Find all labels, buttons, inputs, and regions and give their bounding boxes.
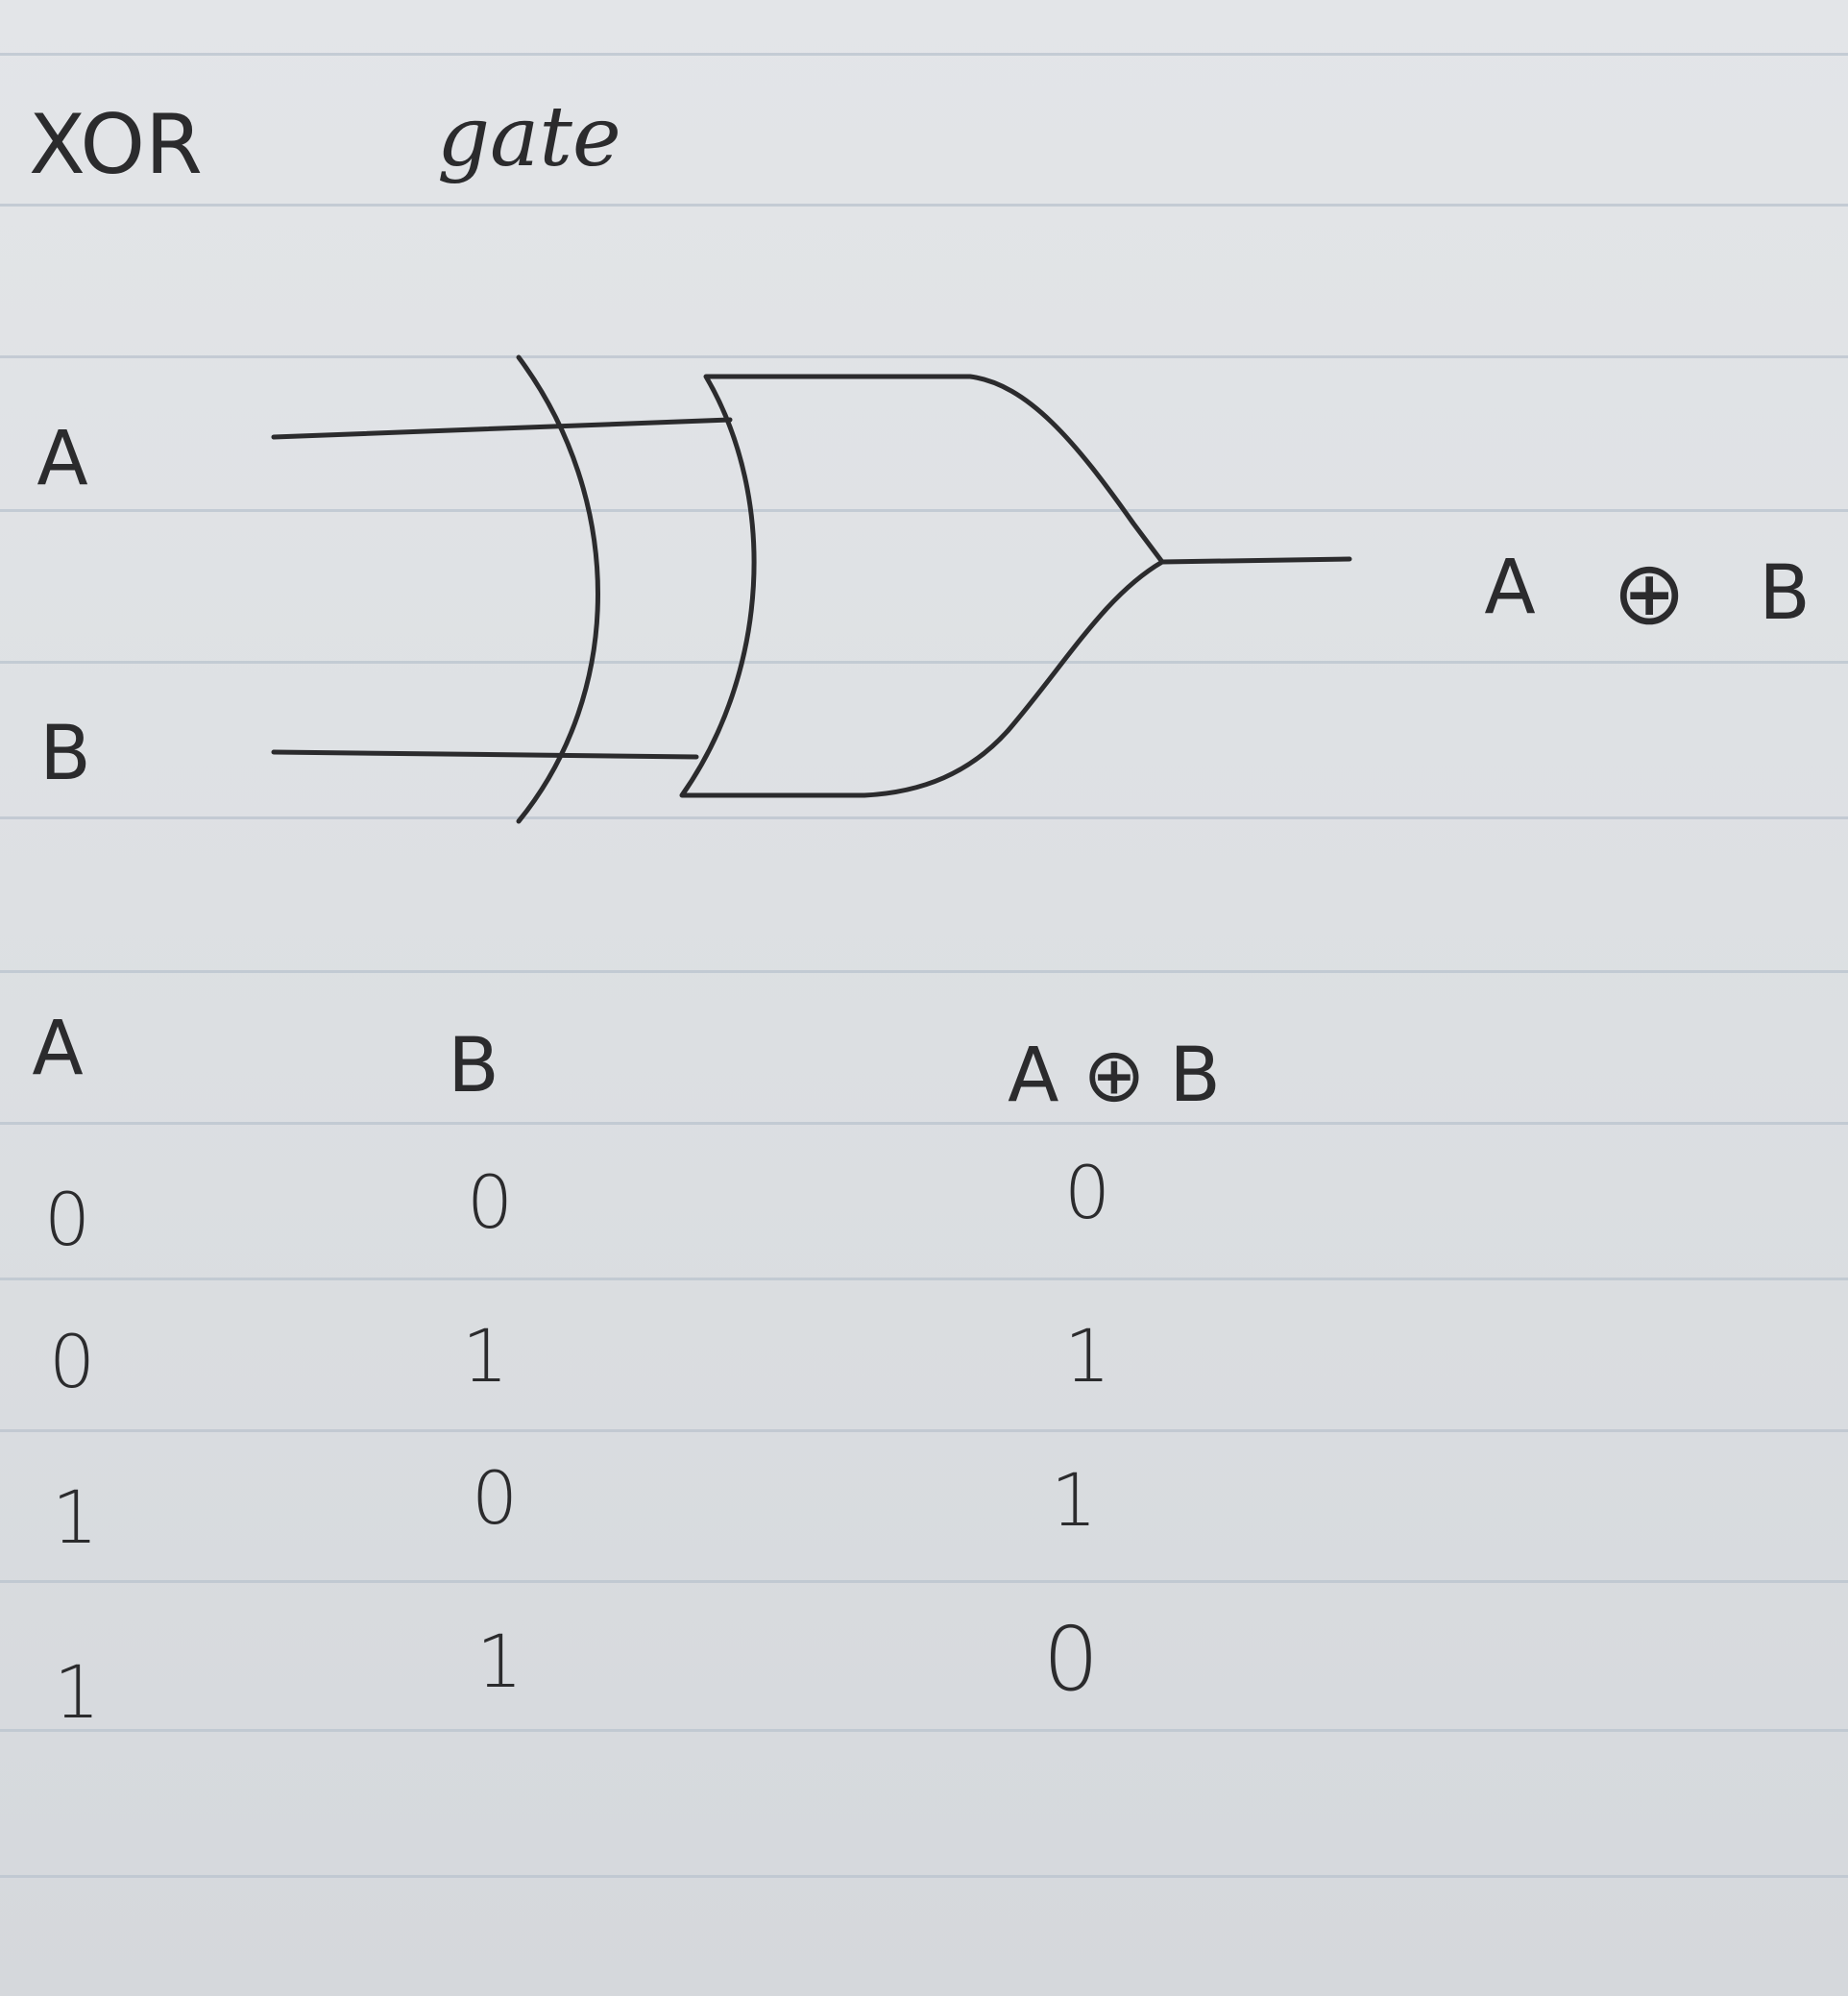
cell-b: 1	[475, 1619, 523, 1704]
cell-a: 0	[43, 1177, 91, 1262]
input-label-b: B	[39, 711, 91, 797]
cell-a: 0	[48, 1319, 96, 1404]
xor-back-curve	[516, 354, 600, 824]
cell-output: 0	[1042, 1608, 1100, 1711]
output-label-b: B	[1759, 550, 1811, 637]
cell-output: 1	[1050, 1457, 1098, 1543]
truth-table-header-b: B	[448, 1023, 499, 1109]
cell-b: 0	[471, 1455, 519, 1541]
xor-operator-icon: ⊕	[1612, 542, 1687, 645]
cell-b: 1	[461, 1313, 509, 1399]
input-wire-b	[271, 749, 699, 760]
output-label-a: A	[1484, 545, 1536, 631]
truth-table-header-a: A	[32, 1006, 84, 1092]
input-wire-a	[271, 417, 733, 440]
cell-output: 0	[1063, 1150, 1111, 1235]
cell-output: 1	[1063, 1313, 1111, 1399]
cell-b: 0	[466, 1159, 514, 1245]
title-gate-word: gate	[437, 89, 621, 185]
cell-a: 1	[53, 1649, 101, 1735]
title-xor: XOR	[29, 97, 203, 193]
cell-a: 1	[51, 1474, 99, 1560]
page-title: XOR	[29, 104, 203, 186]
output-wire	[1159, 556, 1352, 565]
truth-table-header-output: A ⊕ B	[1008, 1033, 1221, 1119]
or-gate-body	[679, 374, 1165, 798]
page-title-gate: gate	[437, 96, 621, 179]
input-label-a: A	[36, 416, 88, 502]
